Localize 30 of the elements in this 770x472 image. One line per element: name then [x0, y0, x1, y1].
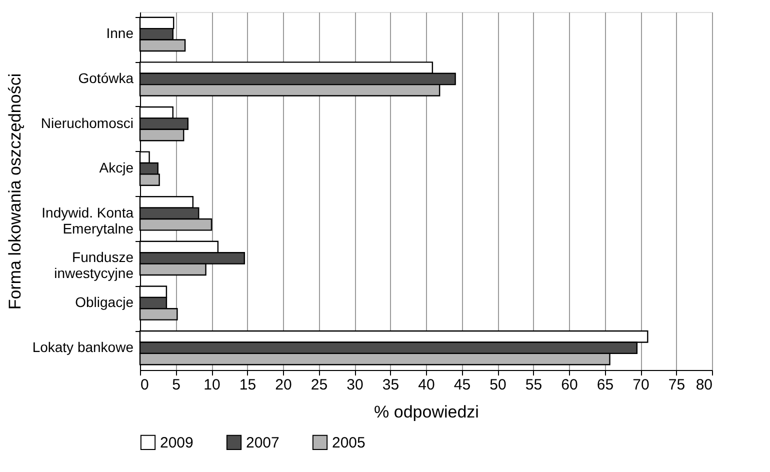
x-tick-label: 40 [418, 376, 435, 394]
x-tick-label: 5 [172, 376, 180, 394]
y-tick-label: Inne [106, 25, 134, 42]
y-tick-label: Nieruchomosci [40, 114, 134, 131]
x-tick-label: 35 [382, 376, 400, 394]
y-tick-label: Indywid. Konta Emerytalne [42, 204, 134, 236]
x-tick-label: 60 [561, 376, 578, 394]
x-tick-label: 55 [525, 376, 542, 394]
x-tick-label: 10 [204, 376, 220, 394]
x-tick-label: 0 [140, 376, 149, 394]
y-axis-title: Forma lokowania oszczędności [5, 73, 24, 310]
x-tick-label: 25 [310, 376, 328, 394]
x-tick-label: 70 [632, 376, 650, 394]
x-tick-label: 50 [490, 376, 506, 394]
x-tick-label: 20 [275, 376, 292, 394]
legend-label: 2005 [332, 434, 366, 452]
y-tick-label: Fundusze inwestycyjne [54, 249, 134, 282]
x-axis-title: % odpowiedzi [374, 402, 479, 422]
y-tick-label: Obligacje [75, 294, 134, 310]
x-tick-label: 15 [239, 376, 256, 394]
y-tick-label: Gotówka [78, 70, 134, 86]
y-tick-label: Akcje [99, 160, 134, 176]
legend-label: 2007 [246, 434, 280, 452]
x-tick-label: 45 [454, 376, 471, 394]
legend-label: 2009 [160, 434, 194, 452]
x-tick-label: 80 [696, 376, 712, 394]
x-tick-label: 65 [596, 376, 614, 394]
x-tick-label: 75 [668, 376, 686, 394]
y-tick-label: Lokaty bankowe [32, 338, 134, 355]
x-tick-label: 30 [346, 376, 364, 394]
